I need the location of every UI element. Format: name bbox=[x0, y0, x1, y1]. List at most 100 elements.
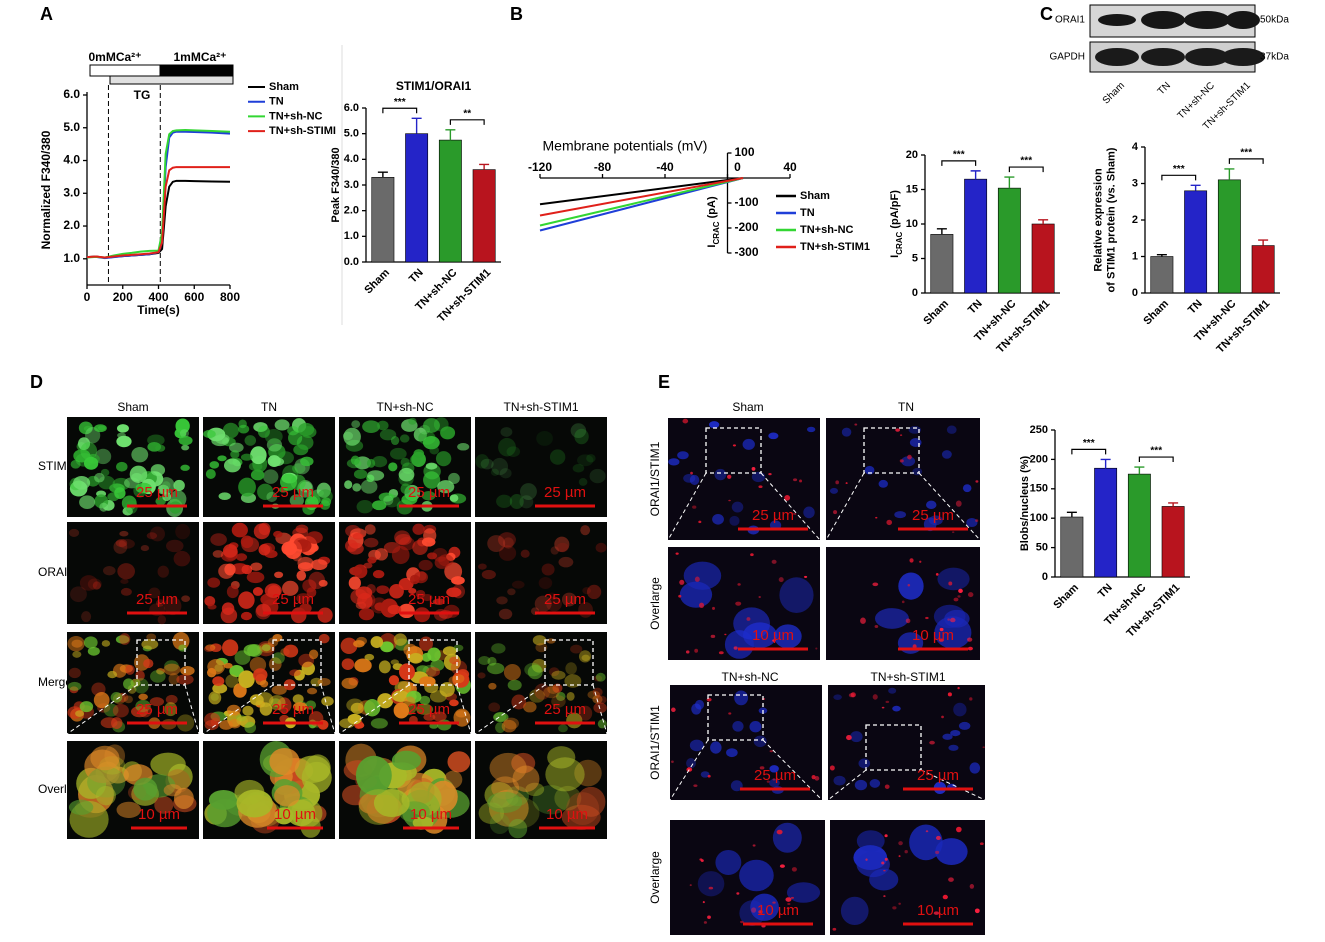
cell bbox=[854, 779, 868, 791]
scale-bar-label: 10 µm bbox=[546, 806, 588, 823]
cell bbox=[372, 500, 387, 511]
cell bbox=[409, 574, 420, 585]
cell bbox=[703, 921, 707, 924]
significance-label: *** bbox=[1083, 438, 1095, 449]
cell bbox=[937, 567, 970, 591]
cell bbox=[95, 786, 116, 806]
cell bbox=[87, 646, 100, 656]
cell bbox=[240, 611, 253, 621]
cell bbox=[116, 424, 129, 433]
y-axis-label: Peak F340/380 bbox=[330, 147, 342, 222]
cell bbox=[238, 670, 255, 689]
cell bbox=[545, 757, 585, 792]
cell bbox=[507, 588, 516, 596]
cell bbox=[81, 611, 92, 623]
cell bbox=[487, 662, 505, 675]
cell bbox=[135, 670, 145, 681]
cell bbox=[366, 458, 376, 468]
significance-bracket bbox=[1138, 456, 1174, 463]
cell bbox=[230, 450, 240, 459]
cell bbox=[169, 501, 182, 514]
cell bbox=[264, 428, 283, 445]
cell bbox=[218, 492, 231, 500]
cell bbox=[523, 701, 537, 713]
column-label: TN bbox=[261, 400, 277, 414]
stimulus-bar bbox=[159, 64, 234, 77]
cell bbox=[259, 680, 269, 688]
cell bbox=[586, 584, 602, 600]
cell bbox=[343, 427, 361, 446]
cell bbox=[909, 824, 943, 861]
cell bbox=[283, 644, 299, 658]
y-axis-label-part: CRAC bbox=[895, 231, 904, 254]
cell bbox=[933, 911, 940, 915]
cell bbox=[739, 900, 766, 926]
cell bbox=[578, 478, 588, 486]
cell bbox=[898, 902, 901, 905]
cell bbox=[299, 603, 312, 614]
cell bbox=[898, 855, 901, 858]
cell bbox=[358, 608, 375, 621]
cell bbox=[833, 510, 838, 515]
bar bbox=[997, 187, 1021, 294]
cell bbox=[969, 697, 973, 701]
error-bar bbox=[1168, 502, 1179, 507]
cell bbox=[535, 642, 548, 653]
cell bbox=[884, 784, 890, 789]
scale-bar-label: 10 µm bbox=[138, 806, 180, 823]
cell bbox=[768, 432, 779, 440]
cell bbox=[929, 740, 935, 745]
cell bbox=[257, 483, 274, 500]
cell bbox=[491, 457, 509, 476]
cell bbox=[148, 587, 161, 599]
cell bbox=[524, 662, 542, 677]
cell bbox=[860, 617, 866, 624]
cell bbox=[94, 472, 105, 483]
cell bbox=[68, 667, 81, 679]
cell bbox=[864, 465, 875, 475]
cell bbox=[488, 682, 497, 690]
cell bbox=[531, 658, 547, 673]
cell bbox=[372, 455, 388, 468]
cell bbox=[728, 499, 731, 502]
cell bbox=[370, 718, 388, 729]
cell bbox=[293, 537, 309, 550]
scale-bar-label: 25 µm bbox=[272, 591, 314, 608]
error-bar bbox=[479, 163, 490, 170]
cell bbox=[378, 660, 391, 674]
cell bbox=[389, 447, 407, 460]
scale-bar-label: 10 µm bbox=[274, 806, 316, 823]
cell bbox=[487, 535, 506, 552]
panel-label: B bbox=[510, 4, 523, 24]
cell bbox=[771, 559, 777, 564]
cell bbox=[707, 774, 711, 778]
row-label: ORAI1/STIM1 bbox=[648, 441, 662, 516]
y-tick-label: 2.0 bbox=[344, 205, 359, 217]
cell bbox=[872, 582, 879, 587]
cell bbox=[264, 583, 282, 598]
chart-title: STIM1/ORAI1 bbox=[396, 79, 472, 93]
cell bbox=[953, 597, 959, 602]
cell bbox=[129, 465, 148, 483]
cell bbox=[273, 530, 283, 538]
scale-bar-label: 25 µm bbox=[408, 484, 450, 501]
blot-band bbox=[1095, 48, 1139, 66]
cell bbox=[257, 425, 270, 438]
cell bbox=[223, 458, 241, 473]
cell bbox=[941, 450, 952, 459]
cell bbox=[806, 426, 816, 433]
cell bbox=[423, 418, 440, 433]
cell bbox=[223, 662, 233, 669]
cell bbox=[718, 651, 724, 655]
cell bbox=[527, 664, 543, 680]
cell bbox=[290, 474, 306, 491]
cell bbox=[904, 850, 908, 854]
cell bbox=[935, 835, 941, 841]
bar bbox=[1217, 179, 1241, 294]
cell bbox=[678, 594, 682, 598]
cell bbox=[440, 426, 456, 440]
column-label: TN+sh-NC bbox=[721, 670, 778, 684]
cell bbox=[143, 658, 154, 669]
cell bbox=[511, 580, 525, 589]
cell bbox=[321, 497, 332, 507]
